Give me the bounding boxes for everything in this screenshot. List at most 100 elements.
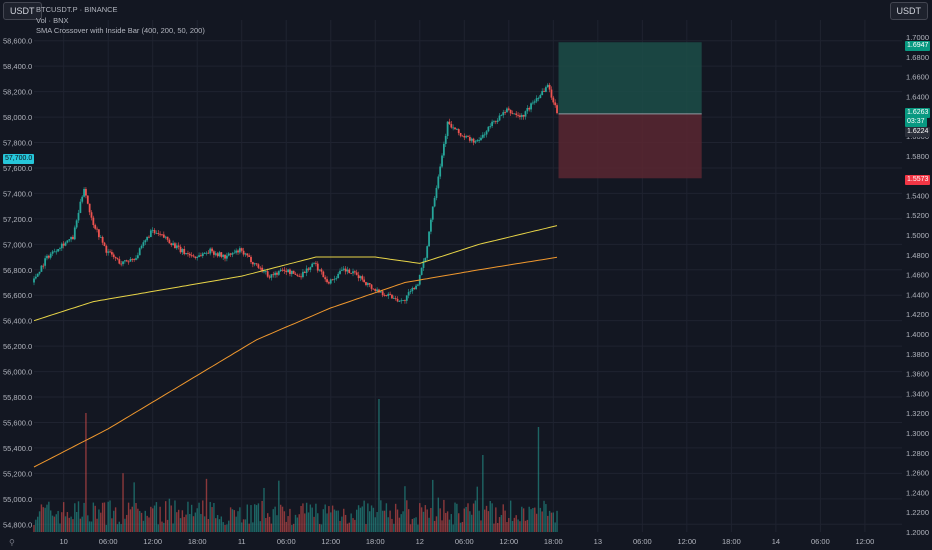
candle-body — [387, 293, 390, 296]
candle-body — [281, 269, 284, 271]
volume-bar — [291, 524, 293, 532]
volume-bar — [246, 504, 248, 532]
candle-body — [461, 135, 464, 137]
volume-bar — [441, 520, 443, 532]
left-axis-tick-label: 54,800.0 — [3, 520, 32, 529]
volume-bar — [248, 523, 250, 532]
volume-bar — [38, 511, 41, 532]
left-axis-tick-label: 55,600.0 — [3, 418, 32, 427]
candle-body — [535, 98, 538, 102]
candle-body — [198, 255, 200, 257]
volume-bar — [250, 505, 252, 532]
time-axis-tick-label: 13 — [594, 537, 602, 546]
volume-bar — [461, 521, 464, 532]
volume-bar — [166, 519, 169, 532]
candle-body — [533, 101, 536, 103]
volume-bar — [90, 521, 93, 532]
volume-bar — [259, 521, 261, 532]
candle-body — [459, 133, 462, 136]
time-axis-tick-label: 10 — [60, 537, 68, 546]
volume-bar — [118, 521, 121, 532]
candle-body — [413, 287, 416, 290]
volume-bar — [485, 505, 488, 532]
volume-bar — [142, 520, 145, 532]
volume-bar — [298, 514, 300, 532]
left-currency-button[interactable]: USDT — [3, 2, 42, 20]
volume-bar — [374, 517, 376, 532]
volume-bar — [330, 512, 332, 532]
volume-bar — [556, 510, 558, 532]
volume-bar — [189, 513, 191, 532]
candle-body — [83, 188, 85, 197]
candle-body — [339, 270, 341, 274]
volume-bar — [172, 523, 174, 532]
candle-body — [318, 269, 321, 271]
volume-bar — [103, 502, 106, 532]
candle-body — [528, 107, 531, 110]
volume-bar — [326, 513, 328, 532]
candle-body — [159, 233, 162, 235]
volume-bar — [194, 512, 197, 532]
candle-body — [131, 258, 134, 260]
volume-bar — [430, 507, 432, 532]
volume-bar — [150, 506, 152, 532]
candle-body — [448, 121, 451, 125]
volume-bar — [519, 521, 521, 532]
candle-body — [322, 271, 325, 278]
zoom-icon[interactable]: ⚲ — [9, 538, 15, 547]
right-currency-button[interactable]: USDT — [889, 2, 928, 20]
candle-body — [435, 187, 438, 198]
candle-body — [296, 274, 299, 276]
candle-body — [259, 267, 262, 269]
volume-bar — [315, 503, 317, 532]
right-axis-tick-label: 1.6400 — [906, 92, 929, 101]
candle-body — [238, 248, 241, 253]
volume-bar — [515, 515, 517, 532]
candle-body — [218, 252, 221, 257]
candle-body — [148, 236, 150, 238]
volume-bar — [64, 516, 67, 532]
volume-bar — [369, 511, 371, 532]
candle-body — [348, 269, 351, 274]
volume-bar — [476, 486, 478, 532]
volume-bar — [83, 502, 85, 532]
candle-body — [140, 245, 143, 249]
volume-bar — [333, 509, 336, 532]
volume-bar — [522, 508, 525, 532]
volume-bar — [270, 523, 273, 532]
chart-legend: BTCUSDT.P · BINANCE Vol · BNX SMA Crosso… — [36, 5, 205, 37]
volume-bar — [77, 501, 80, 532]
volume-bar — [524, 520, 527, 532]
volume-bar — [285, 521, 287, 532]
volume-bar — [176, 512, 178, 532]
left-price-tag: 57,700.0 — [3, 154, 35, 164]
volume-bar — [521, 506, 523, 532]
candle-body — [311, 263, 314, 268]
volume-bar — [458, 513, 460, 532]
volume-bar — [517, 519, 519, 532]
candle-body — [213, 251, 215, 255]
candle-body — [38, 271, 41, 274]
candle-body — [70, 236, 72, 240]
time-axis-tick-label: 18:00 — [544, 537, 563, 546]
candle-body — [200, 255, 202, 257]
volume-bar — [100, 512, 102, 532]
candle-body — [47, 255, 50, 258]
volume-bar — [113, 510, 115, 532]
candle-body — [333, 278, 336, 280]
volume-bar — [283, 511, 286, 532]
right-axis-tick-label: 1.4200 — [906, 310, 929, 319]
candle-body — [294, 273, 297, 275]
candle-body — [537, 98, 540, 99]
right-axis-tick-label: 1.2000 — [906, 528, 929, 537]
volume-bar — [433, 520, 436, 532]
candle-body — [122, 261, 124, 265]
candle-body — [405, 295, 408, 301]
candle-body — [478, 140, 481, 141]
candle-body — [55, 251, 58, 253]
candle-body — [224, 254, 226, 259]
right-axis-tick-label: 1.4800 — [906, 251, 929, 260]
volume-bar — [239, 507, 241, 532]
